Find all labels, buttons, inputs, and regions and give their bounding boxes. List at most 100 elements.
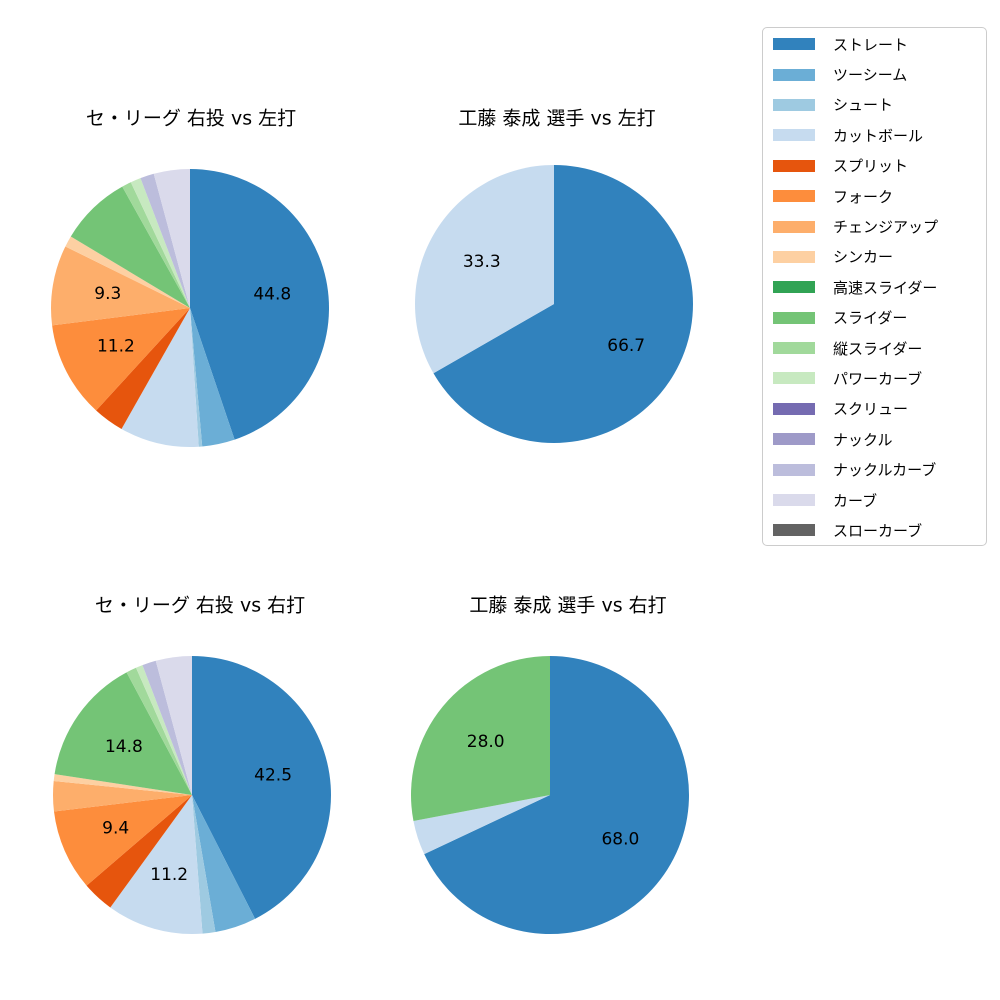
legend-swatch-icon — [773, 311, 815, 324]
legend-item: ナックル — [773, 424, 976, 454]
legend-swatch-icon — [773, 342, 815, 355]
chart-title-kudo-vs-left: 工藤 泰成 選手 vs 左打 — [458, 107, 656, 130]
legend-item-label: パワーカーブ — [833, 369, 923, 388]
legend-item: シュート — [773, 90, 976, 120]
legend-swatch-icon — [773, 220, 815, 233]
pie-slice-シンカー — [65, 236, 190, 308]
legend-item: ツーシーム — [773, 59, 976, 89]
legend-item-label: 高速スライダー — [833, 278, 938, 297]
chart-title-kudo-vs-right: 工藤 泰成 選手 vs 右打 — [469, 594, 667, 617]
legend-swatch-icon — [773, 281, 815, 294]
pie-slice-縦スライダー — [122, 182, 190, 308]
pie-slice-label: 11.2 — [150, 865, 188, 885]
chart-title-ce-league-vs-right: セ・リーグ 右投 vs 右打 — [94, 594, 306, 617]
legend-item-label: チェンジアップ — [833, 218, 939, 237]
pie-slice-label: 11.2 — [97, 336, 135, 356]
legend-item: カーブ — [773, 485, 976, 515]
legend-item-label: スライダー — [833, 309, 908, 328]
legend-item: 高速スライダー — [773, 272, 976, 302]
pie-slice-ツーシーム — [192, 795, 256, 932]
pie-slice-ストレート — [433, 165, 694, 444]
legend-item: シンカー — [773, 242, 976, 272]
pie-slice-シュート — [190, 308, 203, 447]
legend-item-label: ストレート — [833, 35, 909, 54]
legend-swatch-icon — [773, 98, 815, 111]
legend-item: スクリュー — [773, 394, 976, 424]
pie-slice-パワーカーブ — [136, 665, 192, 795]
pie-slice-label: 44.8 — [253, 284, 291, 304]
legend-item-label: 縦スライダー — [833, 339, 923, 358]
pie-chart-ce-league-vs-right: 42.5 11.2 9.4 14.8 — [52, 656, 331, 935]
pie-slice-label: 9.4 — [102, 819, 129, 839]
legend-item-label: ナックルカーブ — [833, 461, 937, 480]
pie-slice-シンカー — [53, 774, 193, 795]
legend-swatch-icon — [773, 190, 815, 203]
pie-chart-kudo-vs-left: 66.7 33.3 — [415, 165, 694, 444]
pie-slice-スライダー — [410, 656, 550, 822]
pie-slice-スプリット — [86, 795, 192, 908]
legend-item-label: ツーシーム — [833, 66, 908, 85]
legend-swatch-icon — [773, 433, 815, 446]
legend-item: チェンジアップ — [773, 211, 976, 241]
legend-swatch-icon — [773, 250, 815, 263]
legend-swatch-icon — [773, 402, 815, 415]
pie-slice-チェンジアップ — [51, 246, 191, 326]
legend-item: カットボール — [773, 120, 976, 150]
legend-item: 縦スライダー — [773, 333, 976, 363]
legend-item-label: フォーク — [833, 187, 894, 206]
pie-slice-縦スライダー — [126, 667, 192, 795]
pie-slice-カーブ — [155, 656, 192, 795]
pie-chart-kudo-vs-right: 68.0 28.0 — [410, 656, 690, 934]
pie-slice-label: 33.3 — [463, 252, 501, 272]
pie-slice-シュート — [192, 795, 216, 934]
pie-slice-パワーカーブ — [130, 178, 190, 308]
pie-slice-ストレート — [192, 656, 331, 919]
pie-slice-label: 66.7 — [607, 336, 645, 356]
legend-item: スプリット — [773, 151, 976, 181]
pie-slice-ナックルカーブ — [140, 173, 190, 308]
legend-item: パワーカーブ — [773, 363, 976, 393]
pie-slice-label: 28.0 — [467, 732, 505, 752]
pie-slice-label: 68.0 — [601, 830, 639, 850]
legend-swatch-icon — [773, 494, 815, 507]
pie-slice-ストレート — [424, 656, 690, 934]
pie-slice-ナックルカーブ — [142, 660, 192, 795]
chart-title-ce-league-vs-left: セ・リーグ 右投 vs 左打 — [85, 107, 297, 130]
pie-slice-カットボール — [415, 165, 554, 374]
legend-item-label: スローカーブ — [833, 521, 923, 540]
pie-slice-フォーク — [52, 308, 190, 411]
pie-slice-ツーシーム — [190, 308, 235, 447]
pie-slice-スプリット — [96, 308, 190, 429]
pie-slice-カットボール — [413, 795, 550, 855]
pie-slice-チェンジアップ — [52, 781, 192, 812]
pie-slice-スライダー — [54, 672, 192, 795]
legend-swatch-icon — [773, 159, 815, 172]
legend-item-label: カーブ — [833, 491, 878, 510]
legend-item-label: シュート — [833, 96, 894, 115]
pie-slice-カットボール — [110, 795, 203, 935]
legend-swatch-icon — [773, 372, 815, 385]
legend-item: ナックルカーブ — [773, 454, 976, 484]
legend-item: フォーク — [773, 181, 976, 211]
legend-swatch-icon — [773, 68, 815, 81]
legend-item-label: カットボール — [833, 126, 924, 145]
pie-slice-カットボール — [121, 308, 199, 448]
pie-slice-label: 14.8 — [105, 737, 143, 757]
legend-swatch-icon — [773, 129, 815, 142]
legend-item-label: スプリット — [833, 157, 909, 176]
pie-slice-フォーク — [53, 795, 193, 886]
legend-item: スライダー — [773, 303, 976, 333]
legend-item: ストレート — [773, 29, 976, 59]
pie-slice-ストレート — [190, 169, 330, 440]
legend-swatch-icon — [773, 524, 815, 537]
legend-item-label: スクリュー — [833, 400, 909, 419]
legend-swatch-icon — [773, 38, 815, 51]
pie-chart-ce-league-vs-left: 44.8 11.2 9.3 — [51, 169, 330, 448]
legend-swatch-icon — [773, 463, 815, 476]
legend-item: スローカーブ — [773, 515, 976, 545]
pie-slice-カーブ — [153, 169, 190, 308]
legend: ストレートツーシームシュートカットボール スプリットフォークチェンジアップ シンカー… — [762, 27, 987, 546]
pie-slice-スライダー — [70, 186, 190, 308]
legend-item-label: シンカー — [833, 248, 894, 267]
